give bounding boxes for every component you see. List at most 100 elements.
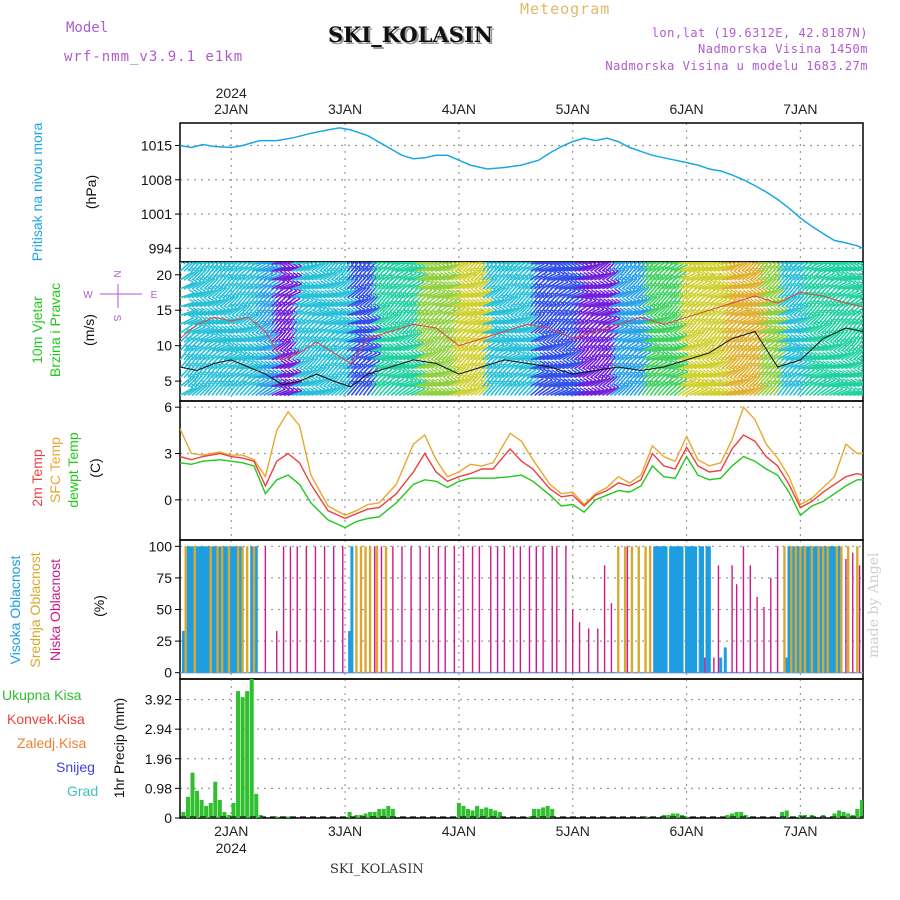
wind-barb: [685, 363, 701, 370]
wind-barb: [765, 278, 778, 290]
wind-barb: [757, 319, 773, 326]
wind-barb: [263, 353, 278, 361]
wind-barb-flag: [766, 256, 771, 259]
wind-barb-flag: [678, 342, 685, 347]
wind-barb: [506, 366, 519, 379]
wind-barb: [426, 265, 442, 272]
wind-barb: [669, 324, 683, 334]
wind-barb: [633, 297, 648, 308]
wind-barb-flag: [726, 289, 733, 294]
wind-barb: [657, 285, 668, 299]
wind-barb: [554, 262, 564, 265]
wind-barb-flag: [200, 307, 207, 312]
wind-barb: [534, 344, 549, 352]
wind-barb-flag: [436, 272, 442, 277]
wind-barb: [514, 326, 529, 335]
wind-barb: [593, 347, 605, 361]
wind-barb-flag: [371, 314, 378, 319]
wind-barb: [402, 372, 418, 379]
wind-barb: [538, 371, 553, 379]
wind-barb-flag: [714, 272, 721, 277]
wind-barb: [765, 288, 779, 299]
wind-barb: [597, 347, 609, 361]
wind-barb-flag: [534, 332, 541, 337]
wind-barb-flag: [344, 297, 350, 302]
wind-barb: [227, 306, 241, 317]
wind-barb: [422, 389, 438, 397]
wind-barb: [749, 269, 762, 281]
wind-barb: [733, 347, 744, 361]
wind-barb-flag: [311, 252, 316, 255]
wind-barb: [697, 281, 712, 290]
wind-barb: [247, 345, 263, 352]
wind-barb-flag: [435, 378, 442, 383]
wind-barb: [538, 264, 553, 272]
wind-barb-flag: [459, 298, 466, 303]
wind-barb-flag: [750, 298, 757, 303]
wind-barb-flag: [394, 321, 401, 326]
wind-barb: [685, 372, 701, 379]
wind-barb-flag: [248, 333, 255, 338]
wind-barb: [291, 380, 307, 388]
wind-barb: [410, 331, 423, 343]
wind-barb-flag: [315, 270, 322, 275]
wind-barb: [322, 376, 336, 388]
wind-barb-flag: [386, 262, 387, 263]
wind-barb: [705, 297, 719, 308]
wind-barb-flag: [571, 368, 577, 374]
wind-barb: [573, 305, 587, 317]
wind-barb: [482, 349, 495, 361]
wind-barb: [753, 300, 769, 308]
wind-barb-flag: [451, 386, 458, 392]
wind-barb: [502, 262, 507, 265]
wind-barb: [633, 328, 649, 335]
wind-barb-flag: [686, 351, 693, 356]
wind-barb: [406, 280, 421, 290]
wind-barb: [291, 274, 307, 281]
wind-barb: [530, 263, 545, 272]
wind-barb: [781, 327, 797, 335]
wind-barb: [295, 369, 310, 379]
wind-barb-flag: [285, 256, 290, 259]
wind-barb-flag: [479, 257, 484, 260]
wind-barb: [661, 376, 675, 388]
wind-barb-flag: [439, 280, 446, 285]
wind-barb-flag: [327, 279, 334, 284]
wind-barb-flag: [384, 333, 390, 338]
wind-barb: [470, 356, 481, 370]
wind-barb-flag: [288, 386, 295, 391]
wind-barb: [562, 265, 578, 272]
wind-barb: [729, 315, 743, 326]
wind-barb-flag: [228, 334, 235, 339]
wind-barb-flag: [754, 298, 761, 303]
wind-barb: [239, 314, 253, 326]
wind-barb: [729, 300, 745, 308]
wind-barb: [506, 267, 517, 281]
wind-barb-flag: [424, 369, 430, 374]
wind-barb: [490, 343, 505, 352]
wind-barb: [310, 322, 324, 334]
wind-barb: [462, 347, 473, 361]
wind-barb: [283, 290, 298, 299]
wind-barb: [777, 262, 781, 265]
wind-barb: [406, 331, 420, 343]
wind-barb: [776, 267, 788, 281]
wind-barb: [546, 387, 561, 397]
wind-barb-flag: [461, 251, 466, 254]
wind-barb-flag: [734, 289, 741, 294]
wind-barb: [243, 362, 259, 370]
wind-barb: [235, 345, 251, 352]
wind-barb: [259, 379, 274, 388]
wind-barb: [306, 262, 312, 265]
wind-barb: [681, 303, 692, 317]
wind-barb: [717, 299, 732, 308]
wind-barb: [390, 363, 406, 370]
wind-barb: [589, 378, 604, 388]
wind-barb-flag: [715, 255, 720, 258]
wind-barb: [410, 311, 421, 325]
wind-barb: [362, 352, 378, 361]
wind-barb-flag: [220, 257, 225, 260]
wind-barb-flag: [531, 332, 537, 338]
wind-barb-flag: [316, 386, 322, 391]
wind-barb: [602, 301, 617, 308]
